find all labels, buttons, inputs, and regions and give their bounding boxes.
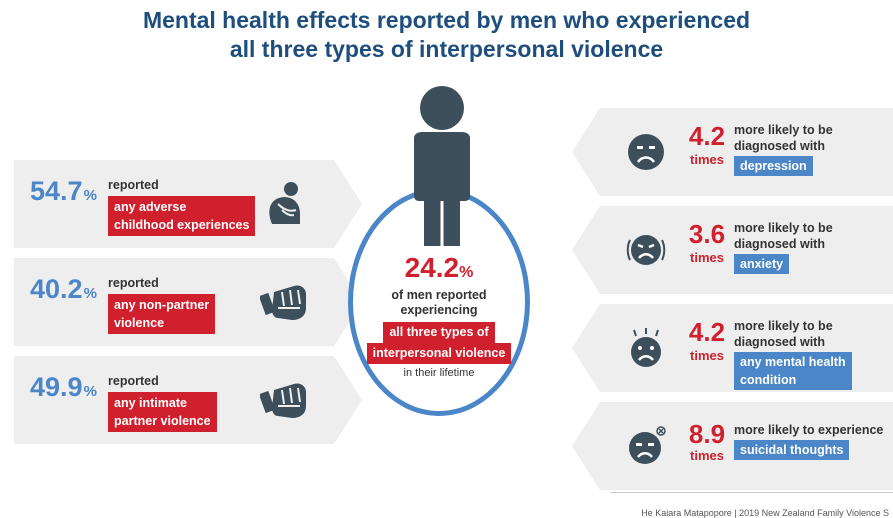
effect-card-anxiety: 3.6 times more likely to be diagnosed wi… <box>572 206 893 294</box>
stat-label: reported <box>108 374 159 388</box>
effect-unit: times <box>690 250 724 265</box>
stat-tag: any intimate partner violence <box>108 392 217 432</box>
distressed-face-icon <box>631 328 661 367</box>
effect-text: more likely to experience suicidal thoug… <box>734 422 884 460</box>
sad-person-icon <box>269 182 300 224</box>
fist-icon <box>260 383 306 418</box>
title-line-2: all three types of interpersonal violenc… <box>229 36 664 62</box>
stat-label: reported <box>108 178 159 192</box>
center-stat-tag: all three types of interpersonal violenc… <box>348 322 530 364</box>
effect-value: 4.2 <box>688 317 726 347</box>
stat-card-intimate-partner: 49.9% reported any intimate partner viol… <box>14 356 362 444</box>
center-stat-value: 24.2% <box>404 252 474 283</box>
stat-tag: any adverse childhood experiences <box>108 196 256 236</box>
effect-text: more likely to be diagnosed with anxiety <box>734 220 884 274</box>
effect-unit: times <box>690 448 724 463</box>
effect-value: 3.6 <box>688 219 726 249</box>
effect-tag: suicidal thoughts <box>734 440 850 460</box>
effect-tag: anxiety <box>734 254 790 274</box>
effect-value: 4.2 <box>688 121 726 151</box>
stat-label: reported <box>108 276 159 290</box>
page-title: Mental health effects reported by men wh… <box>0 6 893 64</box>
stat-value: 54.7% <box>30 176 97 206</box>
card-arrow <box>334 160 362 248</box>
stat-card-childhood: 54.7% reported any adverse childhood exp… <box>14 160 362 248</box>
center-stat-footer: in their lifetime <box>403 367 475 379</box>
stat-value: 40.2% <box>30 274 97 304</box>
card-arrow <box>572 206 600 294</box>
card-arrow <box>572 402 600 490</box>
dead-face-icon <box>629 426 666 464</box>
effect-unit: times <box>690 348 724 363</box>
card-arrow <box>334 356 362 444</box>
effect-value: 8.9 <box>688 419 726 449</box>
effect-tag: depression <box>734 156 813 176</box>
stat-card-non-partner: 40.2% reported any non-partner violence <box>14 258 362 346</box>
card-arrow <box>572 108 600 196</box>
effect-card-depression: 4.2 times more likely to be diagnosed wi… <box>572 108 893 196</box>
stat-value: 49.9% <box>30 372 97 402</box>
person-icon <box>414 86 470 246</box>
effect-tag: any mental health condition <box>734 352 852 390</box>
effect-unit: times <box>690 152 724 167</box>
sad-face-icon <box>628 134 664 170</box>
effect-card-mental-health: 4.2 times more likely to be diagnosed wi… <box>572 304 893 392</box>
center-stat-label: of men reported experiencing <box>391 288 487 317</box>
effect-text: more likely to be diagnosed with any men… <box>734 318 884 390</box>
fist-icon <box>260 285 306 320</box>
divider <box>610 492 893 493</box>
card-arrow <box>572 304 600 392</box>
effect-card-suicidal-thoughts: 8.9 times more likely to experience suic… <box>572 402 893 490</box>
anxious-face-icon <box>626 235 666 265</box>
effect-text: more likely to be diagnosed with depress… <box>734 122 884 176</box>
source-footer: He Kaiara Matapopore | 2019 New Zealand … <box>641 508 889 518</box>
title-line-1: Mental health effects reported by men wh… <box>142 7 751 33</box>
stat-tag: any non-partner violence <box>108 294 216 334</box>
